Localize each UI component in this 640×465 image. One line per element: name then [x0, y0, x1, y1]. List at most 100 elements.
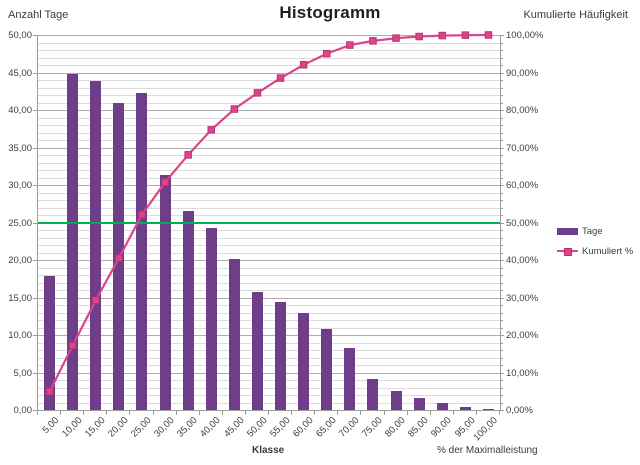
line-marker-95,00 [461, 31, 470, 39]
right-axis-tick [500, 65, 503, 66]
minor-gridline [38, 357, 500, 359]
line-marker-40,00 [207, 126, 215, 134]
legend-bar-swatch-icon [557, 227, 578, 235]
right-axis-tick [500, 327, 503, 329]
right-axis-tick [500, 357, 503, 359]
line-marker-20,00 [115, 254, 123, 262]
minor-gridline [38, 402, 500, 404]
left-tick-50,00: 50,00 [8, 30, 32, 41]
right-axis-title: Kumulierte Häufigkeit [523, 9, 628, 21]
right-axis-tick [500, 275, 503, 276]
right-tick-80,00%: 80,00% [506, 105, 539, 116]
line-marker-70,00 [346, 41, 354, 49]
line-marker-25,00 [138, 210, 146, 219]
minor-gridline [38, 320, 500, 321]
right-axis-tick [500, 252, 503, 254]
minor-gridline [38, 387, 500, 389]
minor-gridline [38, 192, 500, 194]
x-tick-55,00: 55,00 [267, 415, 293, 440]
x-axis-tick [291, 411, 293, 415]
x-axis-tick [452, 411, 454, 415]
minor-gridline [38, 140, 500, 141]
left-axis-tick [33, 222, 37, 224]
right-axis-tick [500, 57, 503, 59]
left-axis-tick [33, 147, 37, 149]
x-axis-tick [221, 411, 223, 415]
x-axis-tick [383, 411, 385, 415]
x-tick-40,00: 40,00 [198, 415, 224, 440]
bar-tage-15,00 [90, 80, 102, 410]
x-tick-50,00: 50,00 [244, 415, 270, 440]
x-tick-30,00: 30,00 [152, 415, 177, 440]
major-gridline [38, 335, 500, 336]
right-axis-tick [500, 305, 503, 306]
line-marker-30,00 [161, 178, 169, 186]
right-axis-tick [500, 350, 503, 351]
x-axis-tick [360, 411, 362, 415]
minor-gridline [38, 290, 500, 291]
right-axis-tick [500, 162, 503, 164]
minor-gridline [38, 312, 500, 314]
left-axis-tick [33, 110, 37, 111]
x-axis-tick [152, 411, 154, 415]
right-axis-tick [500, 192, 503, 194]
minor-gridline [38, 342, 500, 344]
bar-tage-65,00 [321, 329, 333, 410]
reference-line-50pct [38, 221, 500, 224]
line-marker-65,00 [323, 49, 331, 58]
line-marker-50,00 [253, 89, 262, 97]
right-tick-10,00%: 10,00% [506, 367, 539, 379]
right-axis-tick [500, 365, 503, 366]
x-axis-right-label: % der Maximalleistung [437, 445, 538, 456]
left-axis-tick [33, 35, 37, 36]
left-tick-20,00: 20,00 [8, 255, 32, 266]
minor-gridline [38, 80, 500, 81]
x-axis-title: Klasse [252, 445, 285, 456]
major-gridline [38, 185, 500, 186]
bar-tage-30,00 [159, 174, 171, 410]
right-tick-90,00%: 90,00% [506, 67, 539, 79]
chart-title: Histogramm [279, 3, 381, 22]
bar-tage-5,00 [44, 275, 56, 410]
left-tick-40,00: 40,00 [8, 105, 32, 116]
x-tick-90,00: 90,00 [429, 415, 455, 440]
right-tick-70,00%: 70,00% [506, 142, 539, 154]
minor-gridline [38, 282, 500, 284]
bar-tage-85,00 [413, 398, 425, 410]
right-axis-tick [500, 177, 503, 179]
x-tick-85,00: 85,00 [406, 415, 431, 440]
right-axis-tick [500, 297, 504, 299]
legend-item-kumuliert: Kumuliert % [557, 244, 633, 258]
bar-tage-25,00 [136, 92, 148, 410]
minor-gridline [38, 252, 500, 254]
line-marker-55,00 [276, 74, 285, 82]
x-tick-75,00: 75,00 [360, 415, 385, 440]
right-axis-tick [500, 140, 503, 141]
minor-gridline [38, 305, 500, 306]
x-axis-tick [106, 411, 108, 415]
line-marker-90,00 [438, 31, 446, 40]
line-marker-15,00 [92, 296, 100, 304]
x-axis-tick [129, 411, 131, 415]
line-marker-85,00 [415, 32, 423, 41]
right-axis-tick [500, 80, 503, 81]
x-tick-20,00: 20,00 [106, 415, 131, 440]
right-axis-tick [500, 245, 503, 246]
right-axis-tick [500, 87, 503, 89]
right-axis-tick [500, 320, 503, 321]
right-tick-0,00%: 0,00% [506, 405, 533, 416]
x-tick-60,00: 60,00 [290, 415, 316, 440]
right-axis-tick [500, 170, 503, 171]
x-axis-tick [244, 411, 246, 415]
major-gridline [38, 297, 500, 299]
x-tick-70,00: 70,00 [337, 415, 362, 440]
legend-line-swatch-icon [557, 247, 578, 256]
right-axis-tick [500, 395, 503, 396]
bar-tage-75,00 [367, 379, 379, 410]
x-tick-80,00: 80,00 [383, 415, 408, 440]
x-axis-tick [499, 411, 500, 415]
minor-gridline [38, 327, 500, 329]
minor-gridline [38, 215, 500, 216]
kumuliert-line [45, 31, 493, 396]
